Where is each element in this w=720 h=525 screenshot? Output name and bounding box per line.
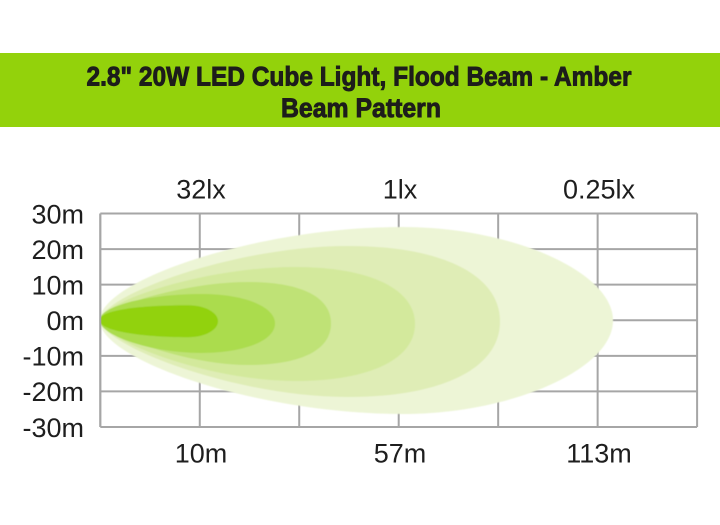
svg-text:113m: 113m: [566, 439, 632, 469]
svg-text:10m: 10m: [175, 439, 228, 469]
svg-text:30m: 30m: [31, 199, 84, 229]
svg-text:-30m: -30m: [22, 413, 84, 443]
svg-text:32lx: 32lx: [176, 175, 226, 205]
svg-text:Beam Pattern: Beam Pattern: [281, 93, 441, 123]
svg-text:1lx: 1lx: [383, 175, 418, 205]
svg-text:10m: 10m: [31, 271, 84, 301]
svg-text:20m: 20m: [31, 235, 84, 265]
svg-text:0.25lx: 0.25lx: [563, 175, 636, 205]
svg-text:0m: 0m: [46, 306, 84, 336]
svg-text:-20m: -20m: [22, 377, 84, 407]
svg-text:57m: 57m: [374, 439, 427, 469]
svg-text:-10m: -10m: [22, 342, 84, 372]
svg-text:2.8" 20W LED Cube Light, Flood: 2.8" 20W LED Cube Light, Flood Beam - Am…: [87, 62, 632, 92]
